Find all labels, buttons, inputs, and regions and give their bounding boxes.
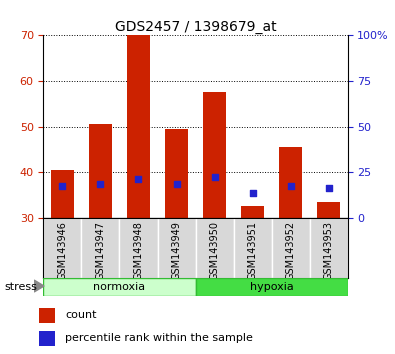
Bar (127, 35, 150, 218)
Point (288, 183, 294, 189)
Bar (196, 278, 348, 296)
Point (325, 185, 332, 191)
Bar (39, 308, 55, 323)
Text: hypoxia: hypoxia (250, 282, 293, 292)
Bar (81, 218, 120, 278)
Bar (279, 147, 302, 218)
Point (97, 181, 103, 186)
Bar (310, 218, 348, 278)
Text: GSM143950: GSM143950 (209, 221, 220, 280)
Point (173, 181, 180, 186)
Point (135, 176, 142, 182)
Bar (43, 218, 81, 278)
Bar (272, 218, 310, 278)
Text: GSM143948: GSM143948 (134, 221, 143, 280)
Polygon shape (34, 280, 44, 292)
Bar (39, 331, 55, 346)
Title: GDS2457 / 1398679_at: GDS2457 / 1398679_at (115, 21, 276, 34)
Point (59, 183, 66, 189)
Bar (89, 124, 112, 218)
Text: percentile rank within the sample: percentile rank within the sample (65, 333, 253, 343)
Bar (158, 218, 196, 278)
Point (211, 174, 218, 179)
Text: GSM143946: GSM143946 (57, 221, 68, 280)
Bar (241, 206, 264, 218)
Text: count: count (65, 310, 97, 320)
Point (249, 190, 256, 195)
Text: GSM143951: GSM143951 (248, 221, 258, 280)
Bar (233, 218, 272, 278)
Text: GSM143952: GSM143952 (286, 221, 295, 280)
Bar (120, 218, 158, 278)
Text: GSM143947: GSM143947 (96, 221, 105, 280)
Bar (317, 202, 340, 218)
Bar (165, 129, 188, 218)
Bar (203, 92, 226, 218)
Text: GSM143953: GSM143953 (324, 221, 334, 280)
Text: stress: stress (4, 282, 37, 292)
Bar (51, 170, 74, 218)
Text: GSM143949: GSM143949 (171, 221, 182, 280)
Text: normoxia: normoxia (94, 282, 145, 292)
Bar (196, 218, 233, 278)
Bar (43, 278, 196, 296)
